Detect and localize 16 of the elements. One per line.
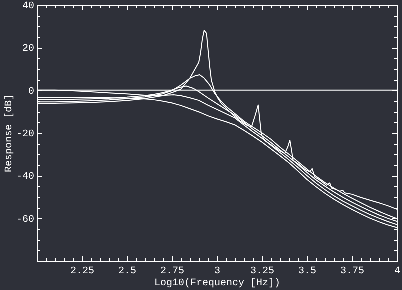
y-tick-label: 0 (28, 86, 34, 98)
y-tick-label: -60 (16, 214, 34, 226)
x-tick-label: 2.5 (118, 266, 137, 278)
y-tick-label: 20 (22, 44, 34, 56)
y-tick-label: -40 (16, 172, 34, 184)
x-tick-label: 3 (214, 266, 221, 278)
y-axis-title: Response [dB] (4, 94, 16, 173)
x-tick-label: 4 (394, 266, 401, 278)
x-axis-title: Log10(Frequency [Hz]) (154, 278, 281, 290)
x-tick-label: 2.75 (160, 266, 185, 278)
x-tick-label: 3.5 (298, 266, 317, 278)
x-tick-label: 2.25 (70, 266, 95, 278)
x-tick-label: 3.75 (340, 266, 365, 278)
y-tick-label: 40 (22, 2, 34, 12)
y-tick-label: -20 (16, 130, 34, 140)
x-tick-label: 3.25 (250, 266, 275, 278)
